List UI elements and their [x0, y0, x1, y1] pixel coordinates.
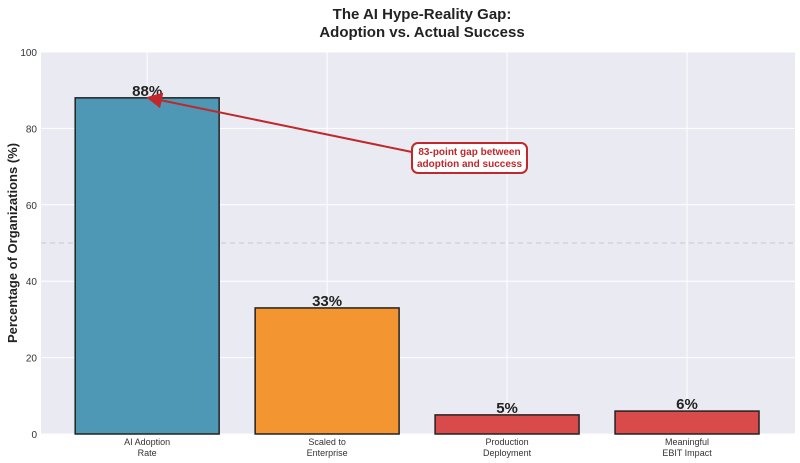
x-tick-label: Scaled to Enterprise — [307, 437, 348, 458]
chart-title-line-1: The AI Hype-Reality Gap: — [333, 6, 512, 23]
bar — [74, 97, 220, 435]
annotation-arrow — [146, 92, 413, 153]
y-tick-label: 40 — [26, 277, 38, 288]
data-label: 5% — [496, 400, 518, 417]
bar — [254, 307, 400, 435]
y-axis-label: Percentage of Organizations (%) — [5, 143, 20, 343]
x-tick-label: AI Adoption Rate — [124, 437, 170, 458]
x-tick-label: Production Deployment — [483, 437, 532, 458]
y-tick-label: 80 — [26, 124, 38, 135]
y-tick-label: 60 — [26, 201, 38, 212]
annotation-box — [411, 142, 528, 174]
data-label: 88% — [132, 83, 162, 100]
y-tick-label: 20 — [26, 354, 38, 365]
y-tick-label: 100 — [20, 48, 37, 59]
chart-title-line-2: Adoption vs. Actual Success — [319, 24, 524, 41]
data-label: 33% — [312, 293, 342, 310]
annotation-text-line-1: 83-point gap between — [418, 147, 520, 158]
x-tick-label: Meaningful EBIT Impact — [662, 437, 712, 458]
data-label: 6% — [676, 396, 698, 413]
y-tick-label: 0 — [31, 430, 37, 441]
bar — [614, 410, 760, 435]
annotation-text-line-2: adoption and success — [417, 159, 522, 170]
bar — [434, 414, 580, 435]
